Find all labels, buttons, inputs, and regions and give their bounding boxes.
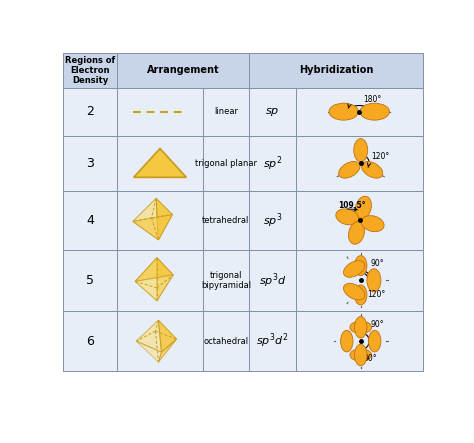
Bar [63, 311, 118, 371]
Text: 4: 4 [86, 214, 94, 227]
Text: $sp^2$: $sp^2$ [263, 154, 282, 173]
Text: 2: 2 [86, 105, 94, 118]
Text: $sp^3d^2$: $sp^3d^2$ [256, 332, 289, 350]
Polygon shape [135, 258, 173, 281]
Text: 5: 5 [86, 274, 94, 287]
Polygon shape [158, 339, 177, 362]
Ellipse shape [344, 260, 365, 277]
Text: 180°: 180° [363, 95, 381, 104]
Text: trigonal
bipyramidal: trigonal bipyramidal [201, 271, 251, 290]
Text: Hybridization: Hybridization [299, 66, 373, 75]
Polygon shape [133, 198, 158, 240]
Ellipse shape [355, 344, 367, 366]
Ellipse shape [336, 209, 359, 225]
Ellipse shape [368, 330, 381, 352]
Polygon shape [157, 258, 173, 301]
Bar [296, 311, 423, 371]
Polygon shape [158, 320, 177, 352]
Text: 6: 6 [86, 334, 94, 348]
Ellipse shape [350, 349, 372, 361]
Text: 90°: 90° [364, 354, 377, 363]
Bar [118, 88, 202, 136]
Text: 3: 3 [86, 157, 94, 170]
Bar [249, 136, 296, 191]
Ellipse shape [341, 330, 353, 352]
Polygon shape [137, 320, 162, 352]
Polygon shape [134, 148, 186, 177]
Ellipse shape [355, 316, 367, 338]
Ellipse shape [348, 222, 365, 244]
Bar [118, 249, 202, 311]
Polygon shape [133, 214, 173, 240]
Ellipse shape [338, 162, 360, 178]
Bar [249, 88, 296, 136]
Bar [118, 191, 202, 249]
Text: octahedral: octahedral [203, 337, 248, 346]
Bar [202, 249, 249, 311]
Ellipse shape [361, 216, 384, 232]
Text: tetrahedral: tetrahedral [202, 216, 250, 225]
Bar [296, 249, 423, 311]
Bar [202, 311, 249, 371]
Text: 90°: 90° [370, 260, 383, 268]
Bar [296, 88, 423, 136]
Text: 109.5°: 109.5° [338, 201, 366, 210]
Text: 120°: 120° [367, 290, 385, 299]
Text: $sp^3$: $sp^3$ [263, 211, 282, 229]
Bar [63, 191, 118, 249]
Bar [202, 191, 249, 249]
Bar [296, 136, 423, 191]
Ellipse shape [367, 269, 381, 292]
Bar [118, 53, 249, 88]
Bar [296, 191, 423, 249]
Ellipse shape [360, 103, 390, 120]
Text: 90°: 90° [370, 319, 383, 329]
Ellipse shape [350, 321, 372, 334]
Bar [118, 311, 202, 371]
Ellipse shape [356, 196, 372, 219]
Bar [63, 249, 118, 311]
Bar [118, 136, 202, 191]
Ellipse shape [344, 284, 365, 300]
Text: Arrangement: Arrangement [147, 66, 219, 75]
Ellipse shape [354, 139, 368, 162]
Bar [249, 311, 296, 371]
Text: linear: linear [214, 107, 238, 116]
Ellipse shape [329, 103, 358, 120]
Text: trigonal planar: trigonal planar [195, 159, 257, 168]
Ellipse shape [362, 162, 383, 178]
Polygon shape [156, 198, 173, 240]
Bar [63, 53, 118, 88]
Bar [202, 136, 249, 191]
Polygon shape [135, 275, 173, 301]
Polygon shape [137, 341, 162, 362]
Bar [249, 53, 423, 88]
Bar [63, 136, 118, 191]
Text: Regions of
Electron
Density: Regions of Electron Density [65, 55, 115, 85]
Bar [63, 88, 118, 136]
Polygon shape [135, 258, 157, 301]
Ellipse shape [355, 256, 367, 276]
Text: $sp$: $sp$ [265, 106, 280, 118]
Text: $sp^3d$: $sp^3d$ [258, 271, 286, 290]
Bar [249, 249, 296, 311]
Bar [202, 88, 249, 136]
Text: 120°: 120° [371, 152, 389, 161]
Bar [249, 191, 296, 249]
Ellipse shape [355, 285, 367, 305]
